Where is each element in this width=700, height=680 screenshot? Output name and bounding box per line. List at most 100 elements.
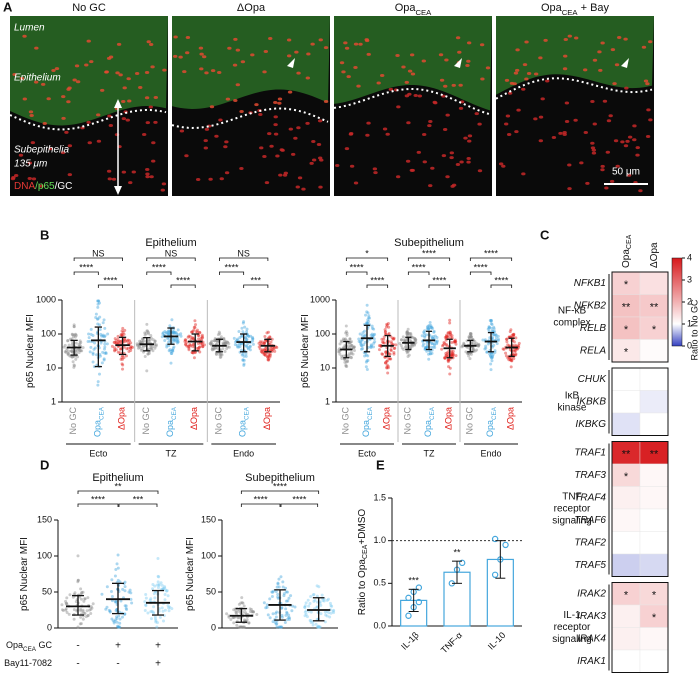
point bbox=[164, 331, 168, 335]
point bbox=[352, 345, 356, 349]
column-label: ΔOpa bbox=[649, 242, 660, 268]
point bbox=[244, 336, 248, 340]
point bbox=[413, 336, 417, 340]
nucleus bbox=[590, 141, 595, 145]
point bbox=[195, 328, 199, 332]
nucleus bbox=[277, 101, 282, 105]
point bbox=[118, 621, 122, 625]
image-label: Epithelium bbox=[14, 73, 61, 84]
point bbox=[392, 336, 396, 340]
point bbox=[284, 599, 288, 603]
nucleus bbox=[223, 145, 228, 149]
point bbox=[448, 372, 452, 376]
point bbox=[325, 614, 329, 618]
point bbox=[114, 568, 118, 572]
point bbox=[198, 331, 202, 335]
x-tick-label-main: ΔOpa bbox=[262, 407, 272, 430]
point bbox=[161, 587, 165, 591]
point bbox=[260, 351, 264, 355]
point bbox=[493, 350, 497, 354]
nucleus bbox=[485, 66, 491, 70]
significance-label: **** bbox=[412, 262, 427, 272]
nucleus bbox=[264, 181, 270, 185]
point bbox=[491, 333, 495, 337]
point bbox=[460, 345, 464, 349]
point bbox=[445, 344, 449, 348]
point bbox=[73, 335, 77, 339]
point bbox=[491, 535, 499, 543]
colorbar-tick-label: 4 bbox=[687, 252, 692, 262]
point bbox=[341, 354, 345, 358]
point bbox=[318, 625, 322, 629]
point bbox=[361, 347, 365, 351]
point bbox=[473, 349, 477, 353]
point bbox=[268, 616, 272, 620]
x-tick-label-main: Opa bbox=[423, 420, 433, 437]
point bbox=[172, 332, 176, 336]
nucleus bbox=[410, 72, 416, 76]
point bbox=[118, 580, 122, 584]
image-title-main: Opa bbox=[541, 2, 563, 14]
heat-cell bbox=[639, 271, 669, 295]
point bbox=[505, 340, 509, 344]
y-tick-label: 100 bbox=[201, 550, 216, 560]
point bbox=[176, 340, 180, 344]
nucleus bbox=[545, 79, 550, 83]
group-label: TZ bbox=[166, 448, 177, 458]
nucleus bbox=[407, 69, 413, 73]
point bbox=[116, 625, 120, 629]
point bbox=[156, 580, 160, 584]
point bbox=[179, 334, 183, 338]
point bbox=[74, 333, 78, 337]
point bbox=[509, 365, 513, 369]
nucleus bbox=[144, 96, 150, 100]
point bbox=[76, 578, 80, 582]
group-frame bbox=[611, 271, 669, 363]
point bbox=[62, 345, 66, 349]
point bbox=[274, 589, 278, 593]
nucleus bbox=[524, 77, 529, 81]
point bbox=[110, 578, 114, 582]
heat-cell bbox=[639, 553, 669, 577]
point bbox=[431, 327, 435, 331]
y-tick-label: 150 bbox=[37, 514, 52, 524]
point bbox=[151, 587, 155, 591]
point bbox=[128, 588, 132, 592]
x-tick-label: ΔOpa bbox=[190, 407, 200, 430]
point bbox=[514, 343, 518, 347]
point bbox=[427, 357, 431, 361]
point bbox=[263, 335, 267, 339]
heat-cell bbox=[611, 649, 641, 673]
nucleus bbox=[286, 54, 292, 58]
point bbox=[402, 348, 406, 352]
point bbox=[191, 330, 195, 334]
point bbox=[190, 330, 194, 334]
point bbox=[290, 609, 294, 613]
point bbox=[104, 607, 108, 611]
nucleus bbox=[145, 175, 150, 179]
point bbox=[190, 351, 194, 355]
point bbox=[386, 366, 390, 370]
point bbox=[153, 346, 157, 350]
point bbox=[512, 357, 516, 361]
point bbox=[466, 352, 470, 356]
point bbox=[89, 607, 93, 611]
point bbox=[198, 341, 202, 345]
point bbox=[280, 606, 284, 610]
point bbox=[184, 343, 188, 347]
point bbox=[349, 344, 353, 348]
point bbox=[153, 339, 157, 343]
point bbox=[319, 612, 323, 616]
y-tick-label: 0.5 bbox=[373, 578, 386, 588]
point bbox=[102, 358, 106, 362]
point bbox=[81, 610, 85, 614]
nucleus bbox=[96, 139, 102, 143]
point bbox=[284, 586, 288, 590]
point bbox=[328, 615, 332, 619]
point bbox=[284, 613, 288, 617]
point bbox=[483, 338, 487, 342]
nucleus bbox=[348, 132, 354, 136]
nucleus bbox=[592, 58, 598, 62]
point bbox=[218, 353, 222, 357]
point bbox=[442, 341, 446, 345]
